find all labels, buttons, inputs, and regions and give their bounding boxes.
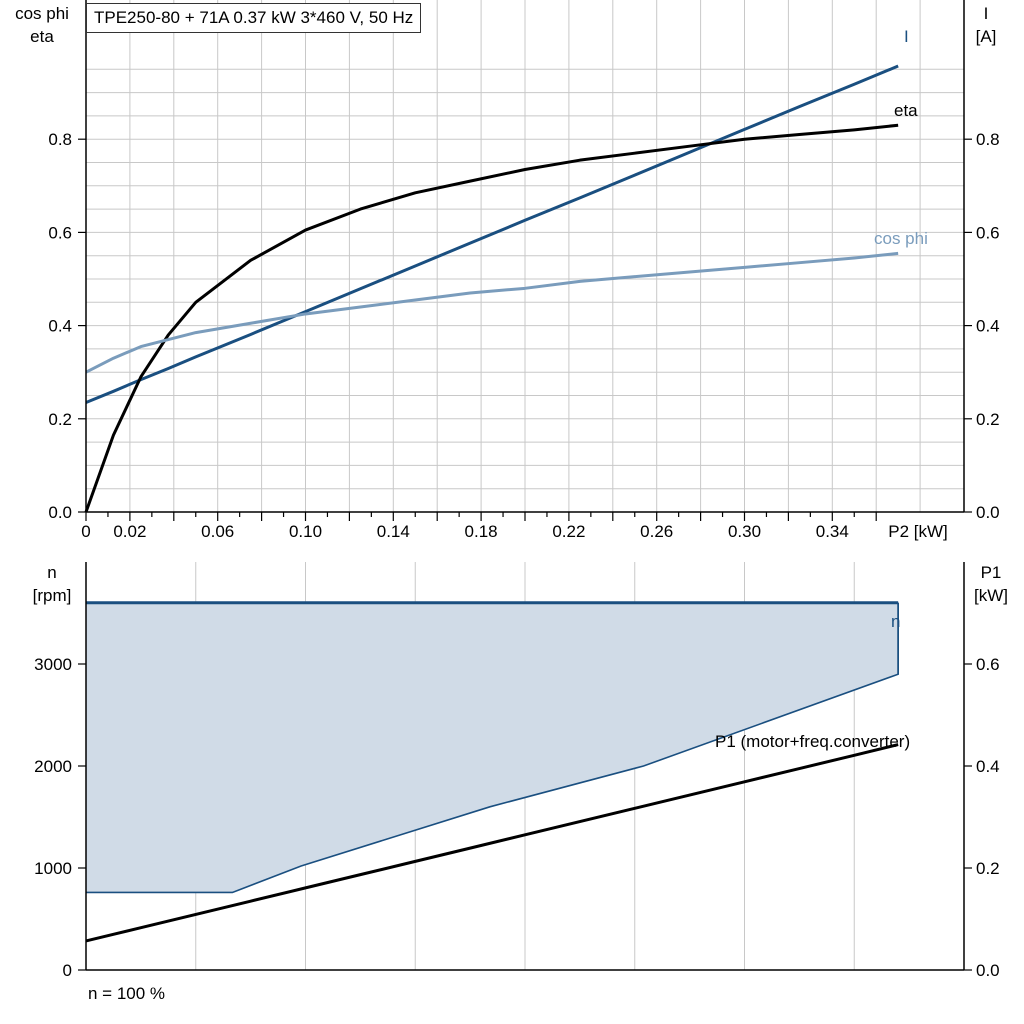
bottom-left-tick-label: 2000	[34, 757, 72, 776]
top-left-tick-label: 0.0	[48, 503, 72, 522]
series-label-cos-phi: cos phi	[874, 229, 928, 248]
tick-labels: 0.0 0.2 0.4 0.6 0.8 0.0 0.2 0.4 0.6 0.8 0 0.02 0.06 0…	[34, 130, 999, 980]
frames	[78, 0, 972, 971]
bottom-left-axis-label-2: [rpm]	[33, 586, 72, 605]
bottom-right-tick-label: 0.6	[976, 655, 1000, 674]
top-x-tick-label: 0.30	[728, 522, 761, 541]
bottom-right-tick-label: 0.2	[976, 859, 1000, 878]
chart-title: TPE250-80 + 71A 0.37 kW 3*460 V, 50 Hz	[86, 3, 422, 33]
top-grid	[86, 0, 964, 512]
series-label-n: n	[891, 612, 900, 631]
series-line-cos-phi	[85, 251, 899, 374]
series-label-p1: P1 (motor+freq.converter)	[715, 732, 910, 751]
speed-range-fill	[86, 602, 899, 893]
series-line-i	[85, 64, 899, 404]
top-x-tick-label: 0.22	[552, 522, 585, 541]
top-x-tick-label: 0.26	[640, 522, 673, 541]
top-left-tick-label: 0.4	[48, 317, 72, 336]
series-line-eta	[84, 123, 899, 513]
top-right-tick-label: 0.6	[976, 223, 1000, 242]
top-left-axis-label-2: eta	[30, 27, 54, 46]
series-label-i: I	[904, 27, 909, 46]
top-x-tick-label: 0.06	[201, 522, 234, 541]
top-left-tick-label: 0.6	[48, 223, 72, 242]
top-right-tick-label: 0.2	[976, 410, 1000, 429]
bottom-left-tick-label: 3000	[34, 655, 72, 674]
top-right-tick-label: 0.4	[976, 317, 1000, 336]
top-x-tick-label: 0.18	[465, 522, 498, 541]
top-x-tick-label: 0.14	[377, 522, 410, 541]
top-left-tick-label: 0.8	[48, 130, 72, 149]
top-left-tick-label: 0.2	[48, 410, 72, 429]
bottom-left-axis-label-1: n	[47, 563, 56, 582]
top-right-axis-label-2: [A]	[976, 27, 997, 46]
x-axis-label: P2 [kW]	[888, 522, 948, 541]
series-line-p1	[85, 743, 899, 943]
bottom-right-axis-label-1: P1	[981, 563, 1002, 582]
bottom-right-tick-label: 0.0	[976, 961, 1000, 980]
bottom-lines	[85, 601, 899, 943]
speed-footnote: n = 100 %	[88, 984, 166, 1003]
top-right-tick-label: 0.8	[976, 130, 1000, 149]
bottom-right-tick-label: 0.4	[976, 757, 1000, 776]
top-left-axis-label-1: cos phi	[15, 4, 69, 23]
top-x-tick-label: 0.10	[289, 522, 322, 541]
top-lines	[84, 64, 899, 513]
top-x-tick-label: 0	[81, 522, 90, 541]
bottom-left-tick-label: 1000	[34, 859, 72, 878]
series-label-eta: eta	[894, 101, 918, 120]
top-x-tick-label: 0.02	[113, 522, 146, 541]
top-right-tick-label: 0.0	[976, 503, 1000, 522]
top-right-axis-label-1: I	[984, 4, 989, 23]
bottom-right-axis-label-2: [kW]	[974, 586, 1008, 605]
top-x-tick-label: 0.34	[816, 522, 849, 541]
bottom-left-tick-label: 0	[63, 961, 72, 980]
